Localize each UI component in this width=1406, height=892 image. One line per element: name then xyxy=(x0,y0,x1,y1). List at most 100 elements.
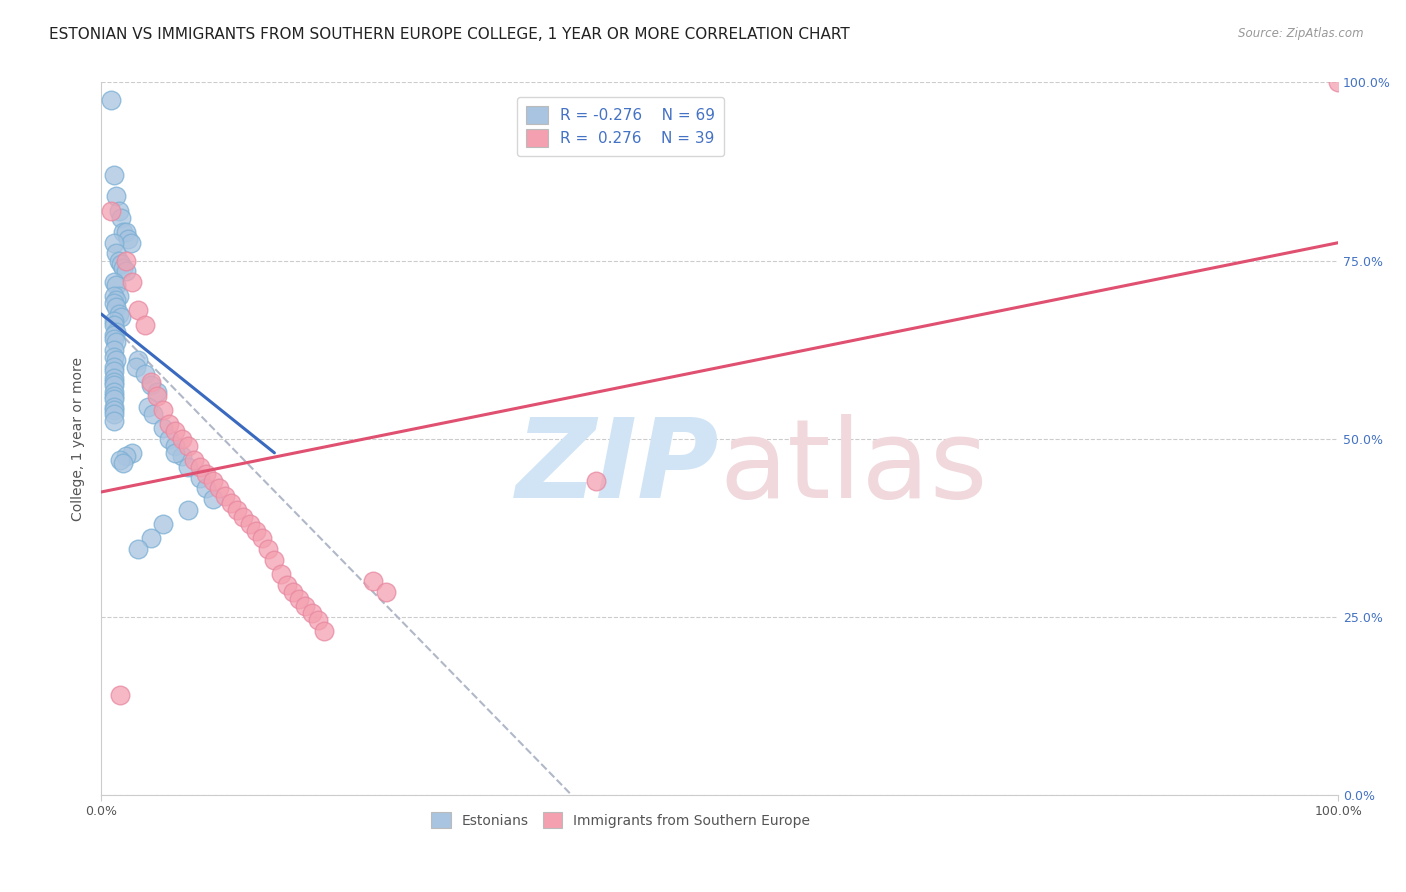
Point xyxy=(105,300,128,314)
Point xyxy=(1327,75,1350,89)
Point xyxy=(157,417,180,432)
Point xyxy=(105,246,128,260)
Point xyxy=(107,289,129,303)
Point xyxy=(117,232,139,246)
Legend: Estonians, Immigrants from Southern Europe: Estonians, Immigrants from Southern Euro… xyxy=(426,807,815,834)
Point xyxy=(112,457,135,471)
Point xyxy=(103,371,125,385)
Point xyxy=(103,332,125,346)
Point xyxy=(103,400,125,414)
Point xyxy=(103,275,125,289)
Point xyxy=(307,613,329,627)
Point xyxy=(201,492,224,507)
Point xyxy=(103,407,125,421)
Point xyxy=(105,293,128,307)
Text: Source: ZipAtlas.com: Source: ZipAtlas.com xyxy=(1239,27,1364,40)
Point xyxy=(139,378,162,392)
Point xyxy=(374,584,396,599)
Y-axis label: College, 1 year or more: College, 1 year or more xyxy=(72,357,86,521)
Point xyxy=(288,591,311,606)
Point xyxy=(363,574,385,588)
Point xyxy=(103,360,125,375)
Point xyxy=(165,439,187,453)
Point xyxy=(127,353,149,368)
Point xyxy=(103,403,125,417)
Point xyxy=(188,460,211,475)
Point xyxy=(270,566,292,581)
Point xyxy=(263,552,285,566)
Point xyxy=(201,475,224,489)
Point xyxy=(214,489,236,503)
Point xyxy=(103,389,125,403)
Text: ESTONIAN VS IMMIGRANTS FROM SOUTHERN EUROPE COLLEGE, 1 YEAR OR MORE CORRELATION : ESTONIAN VS IMMIGRANTS FROM SOUTHERN EUR… xyxy=(49,27,851,42)
Point xyxy=(120,235,142,250)
Point xyxy=(103,168,125,182)
Point xyxy=(294,599,316,613)
Point xyxy=(177,503,200,517)
Point xyxy=(157,432,180,446)
Point xyxy=(134,318,156,332)
Point xyxy=(103,314,125,328)
Point xyxy=(208,482,231,496)
Point xyxy=(103,318,125,332)
Point xyxy=(105,189,128,203)
Point xyxy=(100,93,122,107)
Point xyxy=(232,510,254,524)
Point xyxy=(107,307,129,321)
Point xyxy=(139,375,162,389)
Point xyxy=(105,278,128,293)
Point xyxy=(105,353,128,368)
Point xyxy=(188,471,211,485)
Point xyxy=(177,460,200,475)
Point xyxy=(165,446,187,460)
Point xyxy=(110,310,132,325)
Point xyxy=(115,450,138,464)
Point xyxy=(134,368,156,382)
Point xyxy=(245,524,267,538)
Point xyxy=(312,624,335,638)
Point xyxy=(281,584,304,599)
Point xyxy=(301,606,323,620)
Point xyxy=(108,688,131,702)
Point xyxy=(103,350,125,364)
Point xyxy=(103,378,125,392)
Point xyxy=(115,225,138,239)
Point xyxy=(127,541,149,556)
Text: atlas: atlas xyxy=(720,414,988,521)
Point xyxy=(103,392,125,407)
Point xyxy=(195,467,218,482)
Point xyxy=(103,289,125,303)
Point xyxy=(239,516,262,531)
Point xyxy=(112,260,135,275)
Point xyxy=(146,389,169,403)
Point xyxy=(121,446,143,460)
Point xyxy=(103,385,125,400)
Point xyxy=(165,425,187,439)
Point xyxy=(103,328,125,343)
Point xyxy=(152,421,174,435)
Point xyxy=(170,432,193,446)
Point xyxy=(100,203,122,218)
Point xyxy=(105,325,128,339)
Point xyxy=(107,203,129,218)
Point xyxy=(103,296,125,310)
Text: ZIP: ZIP xyxy=(516,414,720,521)
Point xyxy=(177,439,200,453)
Point xyxy=(195,482,218,496)
Point xyxy=(103,364,125,378)
Point xyxy=(226,503,249,517)
Point xyxy=(103,343,125,357)
Point xyxy=(125,360,148,375)
Point xyxy=(115,264,138,278)
Point xyxy=(146,385,169,400)
Point xyxy=(112,225,135,239)
Point xyxy=(142,407,165,421)
Point xyxy=(257,541,280,556)
Point xyxy=(105,335,128,350)
Point xyxy=(127,303,149,318)
Point xyxy=(103,375,125,389)
Point xyxy=(183,453,205,467)
Point xyxy=(219,496,242,510)
Point xyxy=(121,275,143,289)
Point xyxy=(276,577,298,591)
